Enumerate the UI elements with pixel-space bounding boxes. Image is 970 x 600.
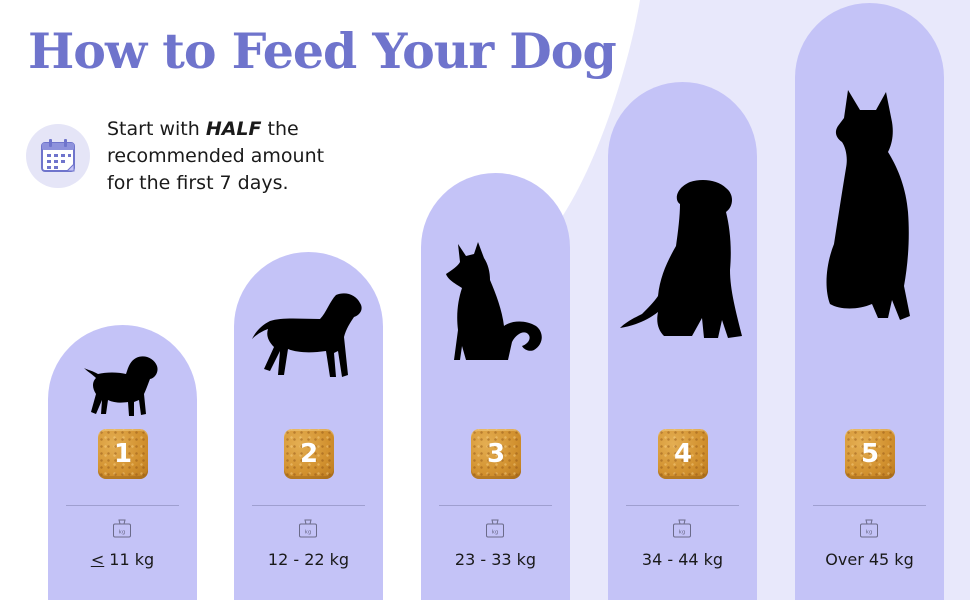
- food-portion-3: 3: [471, 429, 521, 479]
- weight-range-5: Over 45 kg: [825, 550, 914, 569]
- svg-text:kg: kg: [679, 530, 686, 536]
- pillar-tier-3: [421, 173, 570, 600]
- scale-icon: kg: [860, 519, 878, 538]
- weight-range-3: 23 - 33 kg: [454, 550, 537, 569]
- scale-icon: kg: [113, 519, 131, 538]
- food-portion-5: 5: [845, 429, 895, 479]
- food-portion-1: 1: [98, 429, 148, 479]
- svg-text:kg: kg: [119, 530, 126, 536]
- page-title: How to Feed Your Dog: [28, 22, 617, 80]
- food-portion-2: 2: [284, 429, 334, 479]
- shepherd-silhouette: [826, 90, 910, 320]
- calendar-icon: [41, 139, 75, 172]
- pillar-tier-4: [608, 82, 757, 600]
- weight-range-4: 34 - 44 kg: [641, 550, 724, 569]
- divider: [439, 505, 552, 506]
- divider: [66, 505, 179, 506]
- calendar-badge: [26, 124, 90, 188]
- food-portion-4: 4: [658, 429, 708, 479]
- weight-range-2: 12 - 22 kg: [267, 550, 350, 569]
- retriever-silhouette: [620, 180, 742, 338]
- feeding-instruction: Start with HALF the recommended amount f…: [107, 118, 325, 194]
- divider: [626, 505, 739, 506]
- svg-text:kg: kg: [305, 530, 312, 536]
- scale-icon: kg: [486, 519, 504, 538]
- svg-text:kg: kg: [866, 530, 873, 536]
- svg-text:kg: kg: [492, 530, 499, 536]
- divider: [252, 505, 365, 506]
- half-emphasis: HALF: [205, 118, 262, 140]
- young-dog-silhouette: [252, 293, 362, 377]
- divider: [813, 505, 926, 506]
- scale-icon: kg: [299, 519, 317, 538]
- puppy-silhouette: [84, 356, 158, 416]
- scale-icon: kg: [673, 519, 691, 538]
- weight-range-1: < 11 kg: [90, 550, 155, 569]
- shiba-silhouette: [446, 242, 542, 360]
